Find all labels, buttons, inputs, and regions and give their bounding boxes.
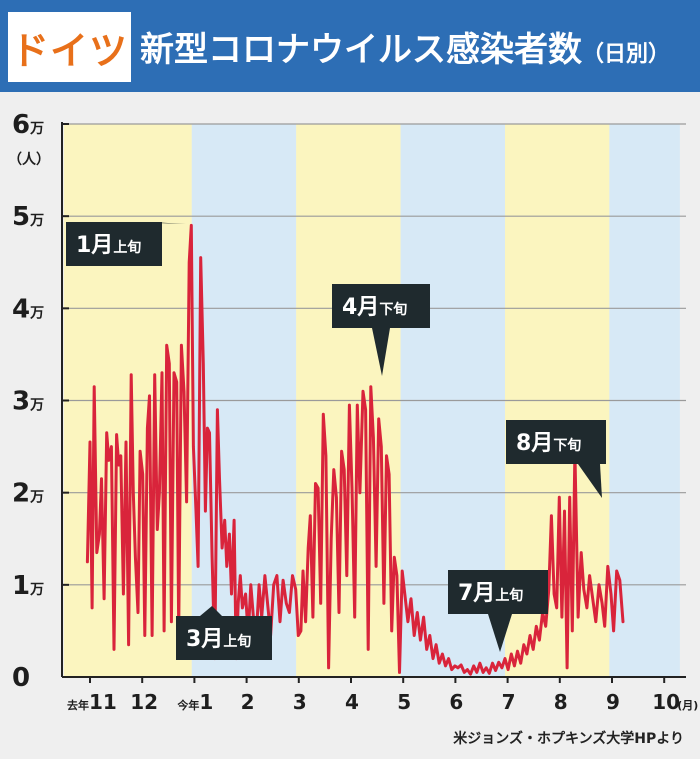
chart-title-text: 新型コロナウイルス感染者数 [140,30,582,70]
source-credit: 米ジョンズ・ホプキンズ大学HPより [453,731,684,747]
x-tick-label: 7 [502,690,516,714]
callout-box [506,420,606,464]
x-tick-label: 10 [652,690,680,714]
y-tick-unit: 万 [29,490,44,506]
header-bar: ドイツ 新型コロナウイルス感染者数（日別） [0,0,700,92]
y-tick-unit: 万 [29,305,44,321]
y-tick-label: 5万 [12,202,44,232]
y-tick-label: 1万 [12,571,44,601]
country-label-box: ドイツ [8,12,131,82]
x-tick-prefix: 今年 [176,698,199,712]
callout-label: 8月下旬 [516,431,581,456]
x-tick-label: 1 [199,690,213,714]
callout-pointer [488,614,512,652]
y-tick-label: 2万 [12,479,44,509]
x-tick-label: 9 [606,690,620,714]
y-tick-label: 6万 [12,110,44,140]
x-tick-prefix: 去年 [67,698,89,712]
y-axis-label: （人） [8,151,50,168]
x-tick-unit: (月) [677,699,698,712]
y-tick-unit: 万 [29,398,44,414]
x-tick-label: 4 [345,690,359,714]
callout-pointer [578,464,602,498]
y-tick-unit: 万 [29,121,44,137]
callout-label: 7月上旬 [458,581,523,606]
callout-box [66,222,162,266]
country-label: ドイツ [10,28,128,73]
callout-label: 1月上旬 [76,233,141,258]
callout-pointer [200,606,222,616]
chart-subtitle: （日別） [582,42,671,67]
callout-label: 4月下旬 [342,295,407,320]
x-tick-label: 5 [397,690,411,714]
y-tick-unit: 万 [29,582,44,598]
y-tick-unit: 万 [29,213,44,229]
x-tick-label: 8 [554,690,568,714]
callout-box [332,284,430,328]
y-tick-label: 3万 [12,387,44,417]
x-tick-label: 12 [130,690,158,714]
x-tick-label: 11 [89,690,117,714]
x-tick-label: 6 [449,690,463,714]
callout-label: 3月上旬 [186,627,251,652]
callout-pointer [372,328,390,376]
x-tick-label: 2 [241,690,255,714]
series-line [85,223,625,676]
chart-title: 新型コロナウイルス感染者数（日別） [140,22,670,71]
y-tick-label: 4万 [12,294,44,324]
y-tick-label: 0 [12,663,30,693]
callout-box [448,570,548,614]
callout-box [176,616,272,660]
x-tick-label: 3 [293,690,307,714]
